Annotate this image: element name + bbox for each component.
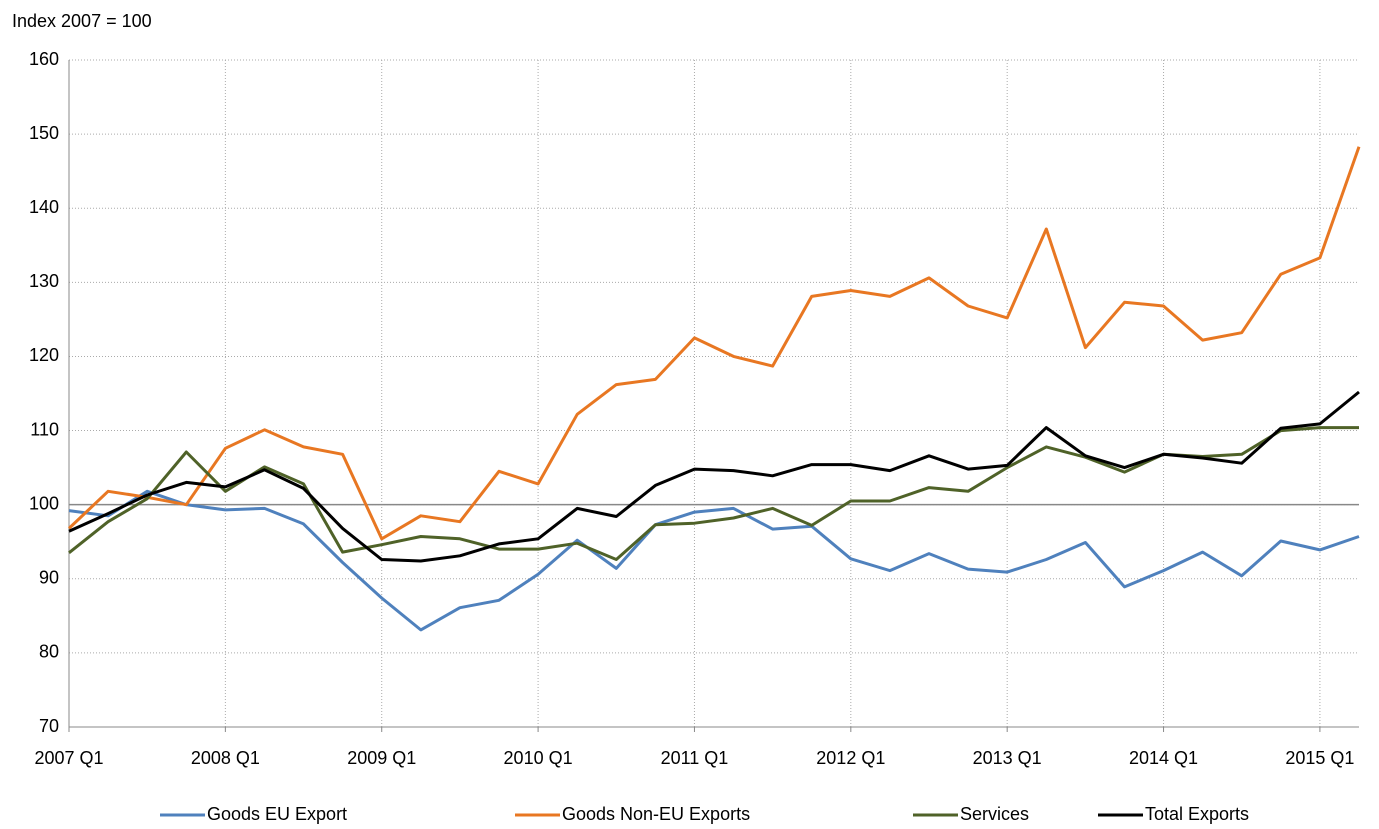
x-tick-label: 2015 Q1	[1285, 748, 1354, 768]
x-tick-label: 2007 Q1	[34, 748, 103, 768]
x-tick-label: 2013 Q1	[973, 748, 1042, 768]
y-tick-label: 140	[29, 197, 59, 217]
y-tick-label: 80	[39, 642, 59, 662]
legend-label: Goods EU Export	[207, 804, 347, 824]
y-tick-label: 120	[29, 345, 59, 365]
legend-label: Services	[960, 804, 1029, 824]
series-line	[68, 489, 1360, 632]
legend-label: Total Exports	[1145, 804, 1249, 824]
y-tick-label: 70	[39, 716, 59, 736]
y-tick-label: 100	[29, 493, 59, 513]
x-tick-label: 2010 Q1	[504, 748, 573, 768]
y-tick-label: 150	[29, 123, 59, 143]
x-tick-label: 2008 Q1	[191, 748, 260, 768]
x-tick-label: 2012 Q1	[816, 748, 885, 768]
series-line	[68, 390, 1360, 563]
series-line	[68, 426, 1359, 561]
y-tick-label: 160	[29, 49, 59, 69]
x-tick-label: 2009 Q1	[347, 748, 416, 768]
series-line	[67, 146, 1361, 541]
y-tick-label: 130	[29, 271, 59, 291]
x-tick-label: 2011 Q1	[661, 748, 729, 768]
x-tick-label: 2014 Q1	[1129, 748, 1198, 768]
y-axis-title: Index 2007 = 100	[12, 11, 152, 31]
y-tick-label: 90	[39, 568, 59, 588]
legend-label: Goods Non-EU Exports	[562, 804, 750, 824]
y-tick-label: 110	[30, 419, 59, 439]
